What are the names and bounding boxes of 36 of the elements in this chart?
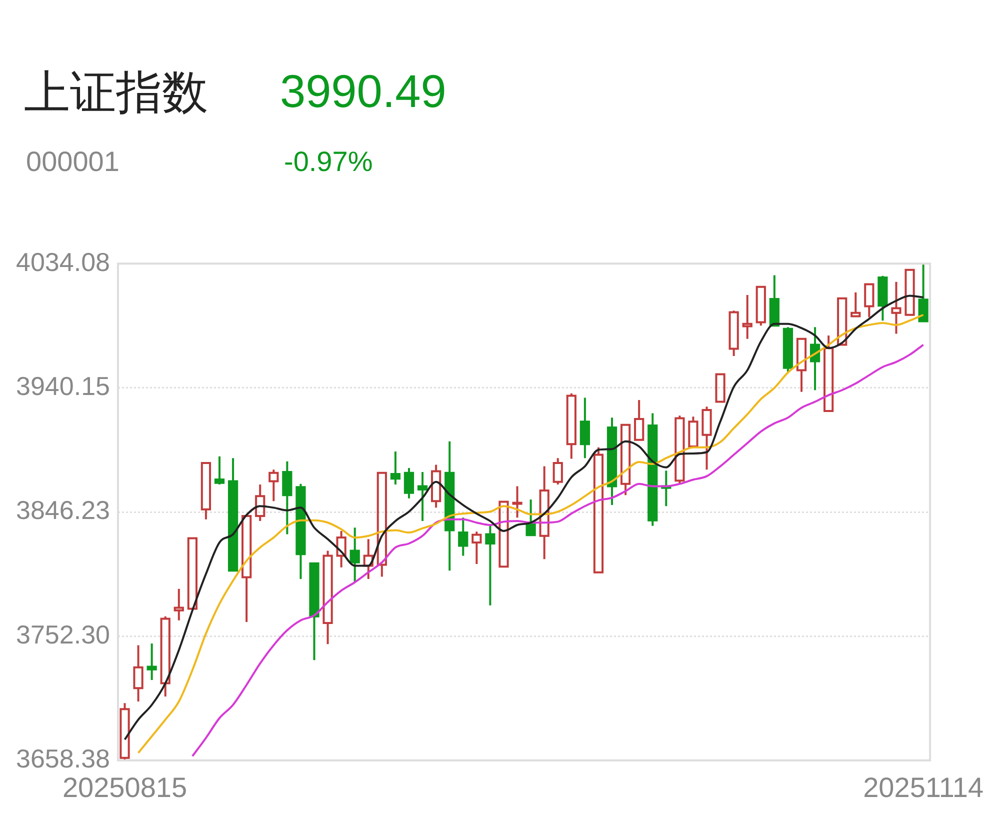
chart-title: 上证指数 bbox=[24, 65, 208, 120]
candlestick bbox=[133, 644, 144, 703]
candlestick bbox=[255, 484, 266, 522]
chart-subtitle: 000001 bbox=[26, 146, 120, 178]
candlestick bbox=[891, 280, 902, 335]
candlestick bbox=[796, 338, 807, 393]
candlestick bbox=[174, 588, 184, 622]
y-tick-label: 3658.38 bbox=[16, 744, 110, 774]
y-tick-label: 3752.30 bbox=[16, 619, 110, 650]
candlestick bbox=[472, 530, 482, 566]
candlestick bbox=[620, 424, 631, 496]
candlestick bbox=[430, 464, 442, 509]
text: 3990.49 bbox=[280, 64, 446, 118]
candlestick bbox=[363, 538, 374, 580]
candlestick bbox=[160, 615, 170, 698]
y-tick-label: 3846.23 bbox=[16, 495, 110, 526]
text: -0.97% bbox=[284, 146, 373, 178]
candlestick bbox=[566, 392, 576, 460]
candlestick bbox=[702, 406, 712, 471]
candlestick bbox=[742, 294, 752, 340]
y-tick-label: 3940.15 bbox=[16, 370, 110, 401]
candlestick bbox=[864, 283, 874, 318]
candlestick bbox=[322, 550, 333, 646]
candlestick bbox=[824, 334, 834, 412]
candlestick bbox=[200, 461, 212, 520]
candlestick bbox=[850, 291, 861, 318]
candlestick bbox=[242, 515, 252, 624]
y-tick-label: 4034.08 bbox=[16, 246, 110, 277]
x-tick-label: 20251114 bbox=[863, 772, 984, 803]
candlestick bbox=[268, 468, 279, 502]
candlestick bbox=[376, 472, 387, 578]
candlestick bbox=[512, 485, 522, 519]
x-tick-label: 20250815 bbox=[62, 772, 188, 803]
candlestick bbox=[539, 465, 550, 560]
candlestick bbox=[634, 399, 644, 441]
candlestick bbox=[336, 530, 346, 568]
